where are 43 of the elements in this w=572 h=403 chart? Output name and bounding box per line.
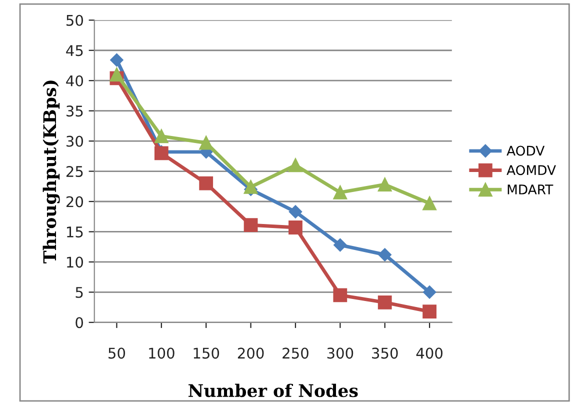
point xyxy=(378,178,392,192)
y-tick-label: 20 xyxy=(66,196,83,208)
point xyxy=(110,68,124,82)
point xyxy=(244,180,258,194)
y-tick-label: 5 xyxy=(76,287,83,298)
point xyxy=(288,158,302,172)
point xyxy=(378,248,392,262)
point xyxy=(422,196,436,210)
x-tick-label: 150 xyxy=(194,348,220,359)
point xyxy=(333,185,348,200)
y-tick-label: 45 xyxy=(66,45,83,56)
y-tick-label: 40 xyxy=(66,75,83,86)
x-tick-label: 250 xyxy=(282,348,308,359)
x-tick-label: 400 xyxy=(416,348,442,359)
x-tick-label: 50 xyxy=(108,348,126,359)
point xyxy=(288,220,302,234)
y-tick-label: 25 xyxy=(66,166,83,178)
point xyxy=(199,176,214,190)
point xyxy=(199,136,214,150)
point xyxy=(422,286,436,299)
x-axis-title: Number of Nodes xyxy=(188,384,358,398)
y-tick-label: 15 xyxy=(67,226,83,238)
x-tick-label: 200 xyxy=(238,348,264,359)
legend-label: MDART xyxy=(508,184,554,194)
point xyxy=(334,238,347,252)
y-axis-title: Throughput(KBps) xyxy=(42,80,60,264)
point xyxy=(288,205,302,218)
y-tick-label: 35 xyxy=(66,106,83,117)
y-tick-label: 30 xyxy=(66,136,83,147)
point xyxy=(244,218,258,232)
legend-label: AODV xyxy=(506,146,545,156)
point xyxy=(378,296,392,310)
point xyxy=(110,53,124,67)
legend-label: AOMDV xyxy=(506,165,556,176)
point xyxy=(333,288,348,302)
y-tick-label: 0 xyxy=(76,317,83,328)
y-tick-label: 50 xyxy=(66,14,83,26)
point xyxy=(154,129,168,144)
point xyxy=(422,304,436,318)
x-tick-label: 300 xyxy=(327,348,354,359)
y-tick-label: 10 xyxy=(67,256,83,268)
x-tick-label: 100 xyxy=(149,348,174,359)
x-tick-label: 350 xyxy=(372,348,398,359)
